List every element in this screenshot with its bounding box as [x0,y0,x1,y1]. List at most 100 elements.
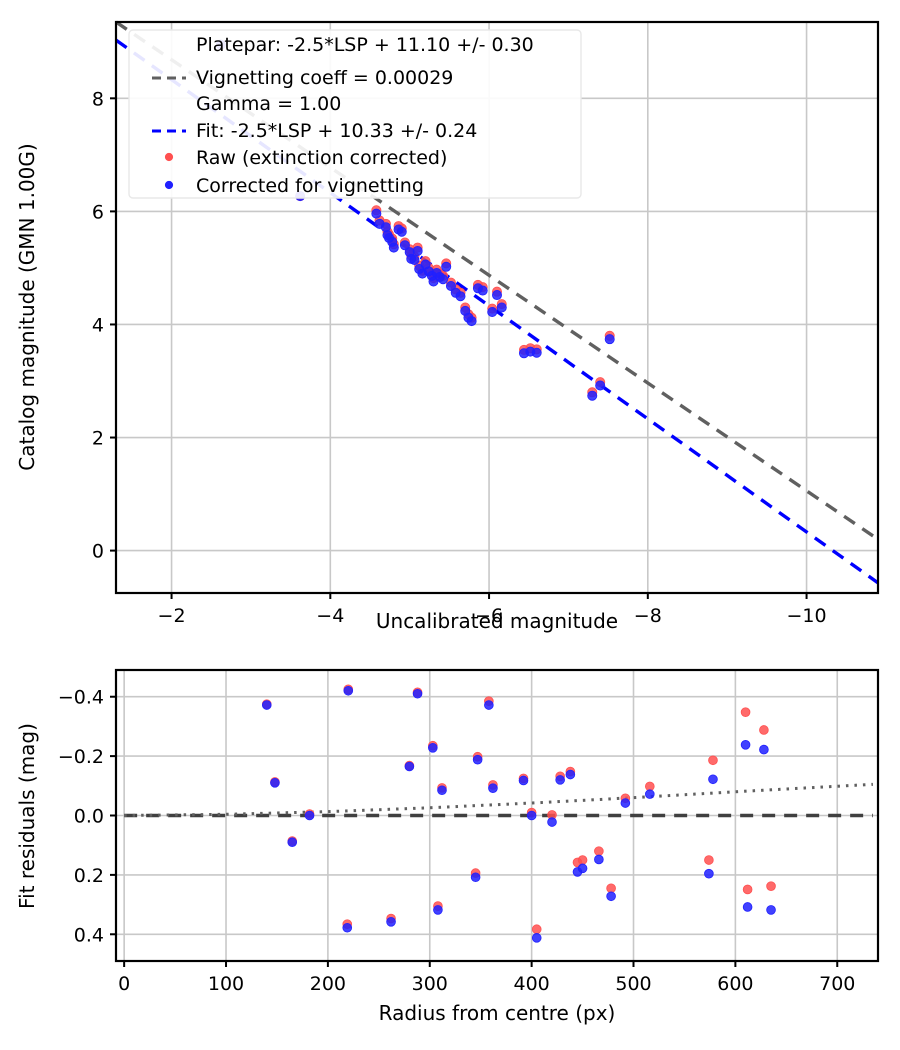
x-tick-label: 100 [208,973,244,995]
raw-data-point [742,884,753,895]
corrected-data-point [487,307,498,318]
corrected-data-point [488,783,498,793]
x-tick-label: −6 [475,605,503,627]
corrected-data-point [441,261,452,272]
raw-data-point [606,883,616,894]
corrected-data-point [270,778,280,788]
bottom-corrected-points [261,685,776,943]
x-tick-label: −2 [158,605,186,627]
y-tick-label: 0.0 [74,806,104,828]
corrected-data-point [477,285,488,296]
raw-data-point [759,725,769,735]
corrected-data-point [371,208,382,219]
x-tick-label: 300 [412,973,448,995]
corrected-data-point [704,868,714,879]
corrected-data-point [518,775,529,786]
corrected-data-point [412,245,423,256]
legend-blue-dot-icon [164,180,174,190]
y-tick-label: −0.2 [58,746,104,768]
corrected-data-point [547,817,557,827]
corrected-data-point [304,810,315,821]
corrected-data-point [438,274,449,285]
top-panel-legend: Platepar: -2.5*LSP + 11.10 +/- 0.30 Vign… [128,29,582,199]
raw-data-point [531,924,542,935]
legend-red-dot-icon [164,152,174,162]
legend-label-corrected: Corrected for vignetting [196,175,424,197]
y-tick-label: 0.4 [74,924,104,946]
y-tick-label: 6 [92,201,104,223]
x-tick-label: 700 [819,973,855,995]
x-tick-label: 400 [514,973,550,995]
bottom-y-axis-label: Fit residuals (mag) [15,723,39,909]
y-tick-label: 0 [92,541,104,563]
corrected-data-point [555,775,565,785]
corrected-data-point [496,302,507,313]
raw-data-point [708,755,718,766]
x-tick-label: −8 [634,605,662,627]
corrected-data-point [399,240,410,251]
top-y-axis-label: Catalog magnitude (GMN 1.00G) [15,143,39,470]
raw-data-point [704,855,714,865]
top-x-axis-label: Uncalibrated magnitude [376,609,618,633]
corrected-data-point [587,390,598,401]
x-tick-label: 500 [615,973,651,995]
bottom-reference-lines [124,782,873,818]
legend-label-vignetting-coeff: Vignetting coeff = 0.00029 [196,67,453,89]
corrected-data-point [261,700,272,710]
legend-label-platepar: Platepar: -2.5*LSP + 11.10 +/- 0.30 [196,34,534,56]
y-tick-label: 8 [92,88,104,110]
y-tick-label: 0.2 [74,865,104,887]
corrected-data-point [470,872,481,883]
corrected-data-point [577,863,588,874]
x-tick-label: 200 [310,973,346,995]
fit-residuals-panel: 0 100 200 300 400 500 600 700−0.4−0.20.00.20.4 … [15,668,880,1025]
corrected-data-point [343,685,354,696]
corrected-data-point [404,761,415,772]
legend-label-gamma: Gamma = 1.00 [196,93,341,115]
corrected-data-point [604,334,615,345]
corrected-data-point [386,916,396,927]
corrected-data-point [708,774,718,785]
corrected-data-point [565,769,576,780]
corrected-data-point [491,290,502,301]
legend-label-fit: Fit: -2.5*LSP + 10.33 +/- 0.24 [196,120,477,142]
x-tick-label: −10 [787,605,827,627]
top-gridlines [116,22,878,593]
x-tick-label: 600 [717,973,753,995]
corrected-data-point [287,837,298,848]
raw-data-point [766,881,776,891]
corrected-data-point [412,688,423,699]
y-tick-label: −0.4 [58,687,104,709]
corrected-data-point [740,740,751,750]
corrected-data-point [531,933,542,943]
corrected-data-point [606,891,616,902]
corrected-data-point [766,905,776,915]
bottom-axis-ticks: 0 100 200 300 400 500 600 700 −0.4 −0.2 0.0 0.2 0.4 [58,687,856,995]
corrected-data-point [396,226,407,237]
corrected-data-point [433,905,443,915]
corrected-data-point [342,922,353,933]
legend-label-raw: Raw (extinction corrected) [196,147,447,169]
top-axis-ticks: −2 −4 −6 −8 −10 0 2 4 6 8 [92,88,827,627]
corrected-data-point [759,744,769,755]
corrected-data-point [428,742,438,753]
corrected-data-point [445,281,456,292]
corrected-data-point [437,785,447,796]
corrected-data-point [595,380,606,391]
legend-box [128,29,582,199]
x-tick-label: 0 [118,973,130,995]
raw-data-point [577,855,588,865]
raw-data-point [740,707,751,717]
bottom-x-axis-label: Radius from centre (px) [379,1001,616,1025]
corrected-data-point [620,798,631,808]
corrected-data-point [526,810,537,821]
corrected-data-point [594,854,604,865]
corrected-data-point [645,789,655,799]
raw-data-point [594,846,604,856]
corrected-data-point [484,700,494,710]
corrected-data-point [466,316,477,327]
corrected-data-point [742,902,753,912]
corrected-data-point [409,255,420,266]
corrected-data-point [455,291,466,302]
